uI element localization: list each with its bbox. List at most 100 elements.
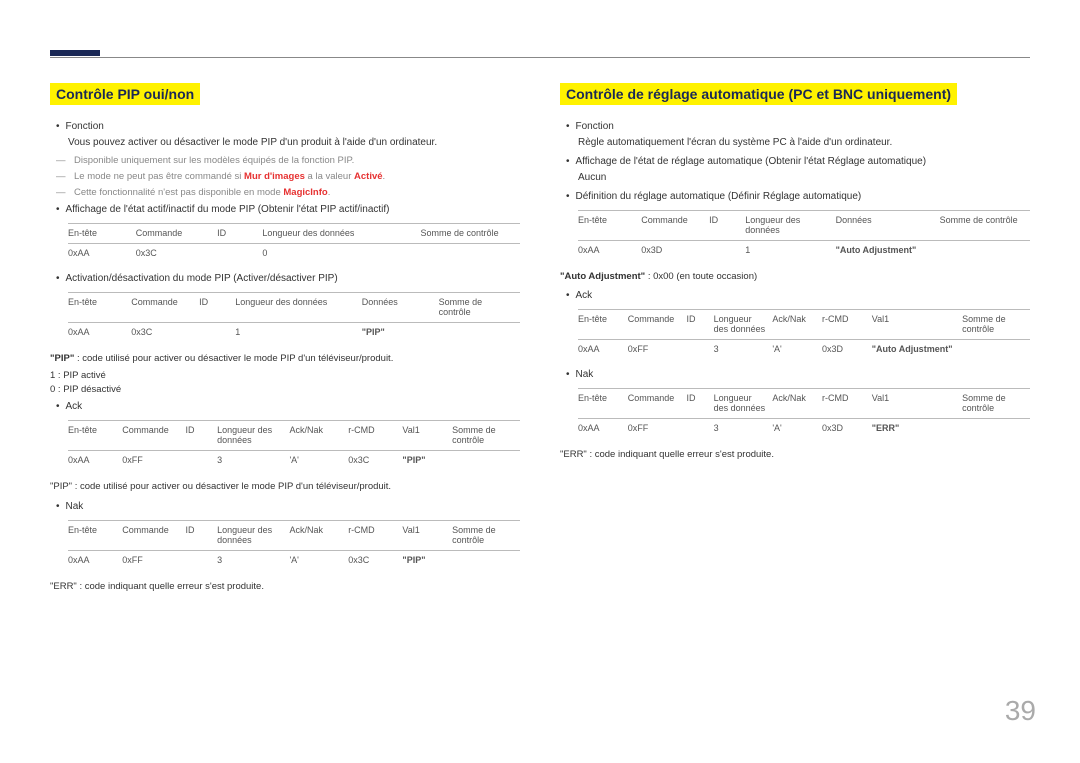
state-1: 1 : PIP activé [50, 370, 520, 381]
th: Somme de contrôle [421, 224, 520, 244]
th: Commande [136, 224, 217, 244]
pip-note2: "PIP" : code utilisé pour activer ou dés… [50, 480, 520, 494]
bullet-affichage-r: Affichage de l'état de réglage automatiq… [578, 156, 1030, 167]
left-heading: Contrôle PIP oui/non [50, 83, 200, 105]
auto-label: "Auto Adjustment" [560, 271, 645, 282]
bullet-fonction: Fonction [68, 121, 520, 132]
th: Longueur des données [217, 520, 289, 550]
th: Données [836, 211, 940, 241]
fonction-text: Vous pouvez activer ou désactiver le mod… [68, 135, 520, 150]
right-column: Contrôle de réglage automatique (PC et B… [560, 83, 1030, 598]
td: 0x3D [641, 241, 709, 261]
left-table-3: En-tête Commande ID Longueur des données… [68, 420, 520, 470]
dash-note-1: Disponible uniquement sur les modèles éq… [74, 155, 520, 166]
th: r-CMD [822, 310, 872, 340]
th: ID [686, 310, 713, 340]
th: Somme de contrôle [452, 421, 520, 451]
td [962, 340, 1030, 360]
th: En-tête [68, 224, 136, 244]
th: Somme de contrôle [962, 310, 1030, 340]
td [186, 550, 218, 570]
dash2-part-a: Le mode ne peut pas être commandé si [74, 171, 244, 182]
right-table-2: En-tête Commande ID Longueur des données… [578, 309, 1030, 359]
td: "PIP" [402, 550, 452, 570]
th: Val1 [872, 389, 962, 419]
th: r-CMD [348, 520, 402, 550]
td: 0xAA [68, 550, 122, 570]
dash-note-2: Le mode ne peut pas être commandé si Mur… [74, 171, 520, 182]
td: 0x3C [131, 323, 199, 343]
th: Données [362, 293, 439, 323]
th: Somme de contrôle [962, 389, 1030, 419]
th: Commande [641, 211, 709, 241]
td: 0x3C [136, 244, 217, 264]
td: 1 [235, 323, 362, 343]
th: Longueur des données [217, 421, 289, 451]
th: ID [709, 211, 745, 241]
td: 0xFF [628, 419, 687, 439]
td: 0xAA [578, 419, 628, 439]
th: ID [199, 293, 235, 323]
left-table-2: En-tête Commande ID Longueur des données… [68, 292, 520, 342]
td: 0xFF [628, 340, 687, 360]
err-note-right: "ERR" : code indiquant quelle erreur s'e… [560, 448, 1030, 462]
td [452, 550, 520, 570]
dash3-part-c: . [328, 187, 331, 198]
pip-text: : code utilisé pour activer ou désactive… [74, 353, 393, 364]
td: 0xAA [68, 451, 122, 471]
th: En-tête [578, 310, 628, 340]
td: 'A' [772, 340, 822, 360]
th: Val1 [872, 310, 962, 340]
two-col-layout: Contrôle PIP oui/non Fonction Vous pouve… [50, 83, 1030, 598]
td: 0xFF [122, 550, 185, 570]
th: Commande [122, 520, 185, 550]
td: "ERR" [872, 419, 962, 439]
auto-text: : 0x00 (en toute occasion) [645, 271, 757, 282]
td: 0 [262, 244, 420, 264]
td [686, 419, 713, 439]
td: 0x3D [822, 419, 872, 439]
th: r-CMD [348, 421, 402, 451]
th: En-tête [578, 211, 641, 241]
td: 3 [714, 419, 773, 439]
th: ID [217, 224, 262, 244]
dash-note-3: Cette fonctionnalité n'est pas disponibl… [74, 187, 520, 198]
dash2-part-e: . [383, 171, 386, 182]
th: Somme de contrôle [452, 520, 520, 550]
thin-rule [50, 57, 1030, 58]
dash2-mur: Mur d'images [244, 171, 305, 182]
th: Longueur des données [714, 389, 773, 419]
td [709, 241, 745, 261]
td: 3 [217, 550, 289, 570]
th: Val1 [402, 520, 452, 550]
th: Ack/Nak [772, 310, 822, 340]
td [439, 323, 520, 343]
bullet-activation: Activation/désactivation du mode PIP (Ac… [68, 273, 520, 284]
th: En-tête [68, 421, 122, 451]
aucun: Aucun [578, 170, 1030, 185]
th: Longueur des données [235, 293, 362, 323]
dash2-part-c: a la valeur [305, 171, 354, 182]
bullet-affichage: Affichage de l'état actif/inactif du mod… [68, 204, 520, 215]
th: Somme de contrôle [439, 293, 520, 323]
dash2-active: Activé [354, 171, 383, 182]
td [940, 241, 1030, 261]
bullet-ack-r: Ack [578, 290, 1030, 301]
th: En-tête [68, 520, 122, 550]
bullet-nak: Nak [68, 501, 520, 512]
td: 0xAA [68, 244, 136, 264]
pip-note: "PIP" : code utilisé pour activer ou dés… [50, 352, 520, 366]
td: 0xAA [68, 323, 131, 343]
bullet-fonction-r: Fonction [578, 121, 1030, 132]
th: Val1 [402, 421, 452, 451]
dash3-magicinfo: MagicInfo [283, 187, 327, 198]
td: 0xFF [122, 451, 185, 471]
left-table-1: En-tête Commande ID Longueur des données… [68, 223, 520, 263]
td [962, 419, 1030, 439]
left-table-4: En-tête Commande ID Longueur des données… [68, 520, 520, 570]
td [199, 323, 235, 343]
td: 3 [217, 451, 289, 471]
th: Ack/Nak [289, 520, 348, 550]
td: 0x3C [348, 550, 402, 570]
td: 'A' [289, 451, 348, 471]
